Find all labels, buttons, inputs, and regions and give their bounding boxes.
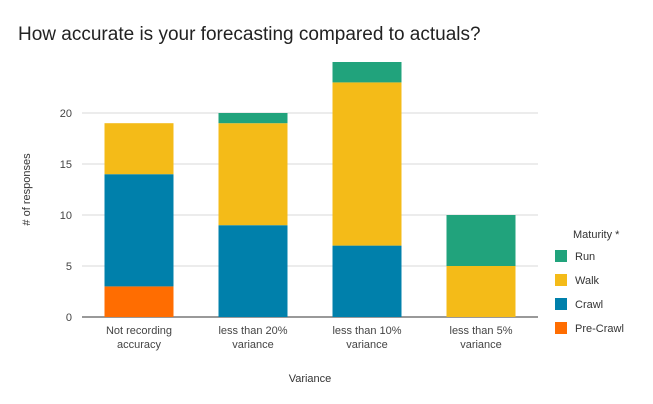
legend-swatch — [555, 250, 567, 262]
bar-pre-crawl — [104, 286, 174, 317]
legend-item-label: Walk — [575, 275, 600, 287]
bars — [104, 62, 516, 317]
legend-item-label: Pre-Crawl — [575, 323, 624, 335]
x-axis-label: Variance — [289, 373, 332, 385]
bar-walk — [332, 82, 402, 246]
legend-swatch — [555, 274, 567, 286]
legend-item-label: Crawl — [575, 299, 603, 311]
y-tick-label: 0 — [66, 312, 72, 324]
x-axis-ticks: Not recording accuracy less than 20% varian… — [106, 325, 513, 351]
bar-run — [218, 113, 288, 124]
chart-title: How accurate is your forecasting compare… — [18, 24, 481, 45]
legend-item-label: Run — [575, 251, 595, 263]
legend-swatch — [555, 298, 567, 310]
y-axis-label: # of responses — [21, 153, 33, 226]
bar-crawl — [218, 225, 288, 317]
x-tick-label: less than 20% variance — [218, 325, 287, 351]
y-tick-label: 10 — [60, 210, 72, 222]
y-tick-label: 15 — [60, 159, 72, 171]
bar-walk — [446, 266, 516, 317]
x-tick-label: less than 10% variance — [332, 325, 401, 351]
y-tick-label: 5 — [66, 261, 72, 273]
bar-walk — [218, 123, 288, 226]
bar-crawl — [332, 245, 402, 317]
x-tick-label: less than 5% variance — [450, 325, 513, 351]
bar-run — [446, 215, 516, 266]
y-axis-ticks: 0 5 10 15 20 — [60, 108, 72, 324]
legend: Maturity * Run Walk Crawl Pre-Crawl — [555, 229, 624, 335]
legend-swatch — [555, 322, 567, 334]
bar-run — [332, 62, 402, 83]
bar-crawl — [104, 174, 174, 287]
x-tick-label: Not recording accuracy — [106, 325, 172, 351]
bar-walk — [104, 123, 174, 175]
y-tick-label: 20 — [60, 108, 72, 120]
legend-title: Maturity * — [573, 229, 620, 241]
